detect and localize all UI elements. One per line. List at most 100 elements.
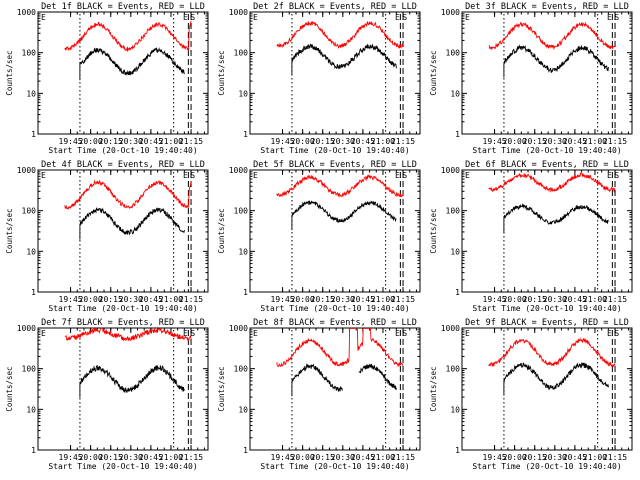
y-tick-label: 1000: [17, 324, 36, 333]
event-marker-label: S: [190, 13, 195, 22]
x-axis-label: Start Time (20-Oct-10 19:40:40): [472, 304, 621, 313]
series-line-events: [79, 47, 185, 81]
x-tick-label: 21:15: [391, 295, 415, 304]
event-marker-label: E: [607, 329, 612, 338]
x-tick-label: 21:00: [371, 137, 395, 146]
y-tick-label: 100: [22, 49, 37, 58]
x-tick-label: 19:45: [59, 137, 83, 146]
series-line-events: [291, 363, 397, 397]
chart-title: Det 3f BLACK = Events, RED = LLD: [465, 2, 629, 12]
x-tick-label: 21:00: [371, 453, 395, 462]
event-marker-label: E: [607, 13, 612, 22]
x-axis-label: Start Time (20-Oct-10 19:40:40): [472, 146, 621, 155]
plot-frame: [37, 11, 209, 135]
y-tick-label: 1: [31, 130, 36, 139]
event-marker-label: S: [402, 171, 407, 180]
event-marker-label: E: [607, 171, 612, 180]
x-tick-label: 20:15: [99, 295, 123, 304]
series-line-events: [503, 362, 609, 395]
event-marker-label: S: [614, 329, 619, 338]
x-tick-label: 20:45: [563, 137, 587, 146]
chart-panel-3: Det 3f BLACK = Events, RED = LLD 1 10 100 10…: [429, 2, 633, 155]
series-line-lld: [488, 21, 616, 51]
y-tick-label: 10: [26, 247, 36, 256]
x-tick-label: 20:00: [291, 453, 315, 462]
y-axis-label: Counts/sec: [5, 50, 14, 95]
x-tick-label: 20:30: [543, 137, 567, 146]
x-tick-label: 21:00: [371, 295, 395, 304]
x-tick-label: 20:15: [311, 137, 335, 146]
x-axis-label: Start Time (20-Oct-10 19:40:40): [48, 304, 197, 313]
x-tick-label: 20:30: [119, 295, 143, 304]
y-tick-label: 1: [243, 288, 248, 297]
chart-title: Det 8f BLACK = Events, RED = LLD: [253, 318, 417, 328]
x-tick-label: 21:15: [179, 453, 203, 462]
x-tick-label: 20:15: [311, 453, 335, 462]
y-tick-label: 1: [31, 446, 36, 455]
series-line-lld: [64, 179, 192, 210]
chart-title: Det 2f BLACK = Events, RED = LLD: [253, 2, 417, 12]
plot-frame: [249, 11, 421, 135]
chart-panel-8: Det 8f BLACK = Events, RED = LLD 1 10 100 10…: [217, 318, 421, 471]
y-axis-label: Counts/sec: [5, 366, 14, 411]
series-line-lld: [276, 174, 404, 198]
y-tick-label: 1000: [17, 166, 36, 175]
x-tick-label: 21:15: [179, 295, 203, 304]
event-marker-label: S: [614, 171, 619, 180]
event-marker-label: S: [614, 13, 619, 22]
event-marker-label: S: [190, 329, 195, 338]
x-tick-label: 19:45: [483, 453, 507, 462]
series-line-events: [79, 364, 185, 398]
y-tick-label: 100: [22, 207, 37, 216]
y-tick-label: 10: [238, 247, 248, 256]
y-axis-label: Counts/sec: [217, 50, 226, 95]
x-tick-label: 20:15: [311, 295, 335, 304]
x-tick-label: 20:45: [563, 295, 587, 304]
chart-title: Det 6f BLACK = Events, RED = LLD: [465, 160, 629, 170]
x-tick-label: 20:45: [351, 137, 375, 146]
y-axis-label: Counts/sec: [429, 50, 438, 95]
chart-title: Det 1f BLACK = Events, RED = LLD: [41, 2, 205, 12]
y-tick-label: 1: [243, 130, 248, 139]
event-marker-label: E: [465, 329, 470, 338]
chart-panel-1: Det 1f BLACK = Events, RED = LLD 1 10 100 10…: [5, 2, 209, 155]
x-tick-label: 21:15: [391, 137, 415, 146]
event-marker-label: E: [465, 13, 470, 22]
series-line-lld: [488, 337, 616, 368]
x-tick-label: 19:45: [59, 453, 83, 462]
x-axis-label: Start Time (20-Oct-10 19:40:40): [472, 462, 621, 471]
event-marker-label: E: [253, 171, 258, 180]
event-marker-label: E: [395, 171, 400, 180]
x-tick-label: 21:15: [603, 453, 627, 462]
plot-frame: [249, 327, 421, 451]
y-tick-label: 1000: [229, 324, 248, 333]
y-tick-label: 100: [446, 49, 461, 58]
y-tick-label: 1000: [441, 166, 460, 175]
x-axis-label: Start Time (20-Oct-10 19:40:40): [48, 146, 197, 155]
chart-panel-5: Det 5f BLACK = Events, RED = LLD 1 10 100 10…: [217, 160, 421, 313]
x-tick-label: 20:00: [503, 137, 527, 146]
x-tick-label: 20:30: [119, 137, 143, 146]
event-marker-label: E: [395, 329, 400, 338]
x-tick-label: 19:45: [483, 137, 507, 146]
x-tick-label: 20:45: [139, 295, 163, 304]
x-tick-label: 20:45: [139, 137, 163, 146]
x-tick-label: 21:15: [179, 137, 203, 146]
plot-frame: [37, 169, 209, 293]
event-marker-label: E: [183, 13, 188, 22]
x-tick-label: 20:45: [139, 453, 163, 462]
y-tick-label: 100: [22, 365, 37, 374]
y-tick-label: 1: [243, 446, 248, 455]
x-tick-label: 20:15: [99, 137, 123, 146]
chart-panel-6: Det 6f BLACK = Events, RED = LLD 1 10 100 10…: [429, 160, 633, 313]
plot-frame: [461, 327, 633, 451]
x-tick-label: 20:15: [523, 137, 547, 146]
event-marker-label: E: [395, 13, 400, 22]
y-tick-label: 100: [446, 365, 461, 374]
y-axis-label: Counts/sec: [217, 208, 226, 253]
x-tick-label: 20:30: [543, 295, 567, 304]
event-marker-label: E: [465, 171, 470, 180]
y-tick-label: 1000: [229, 8, 248, 17]
x-tick-label: 19:45: [59, 295, 83, 304]
chart-panel-2: Det 2f BLACK = Events, RED = LLD 1 10 100 10…: [217, 2, 421, 155]
